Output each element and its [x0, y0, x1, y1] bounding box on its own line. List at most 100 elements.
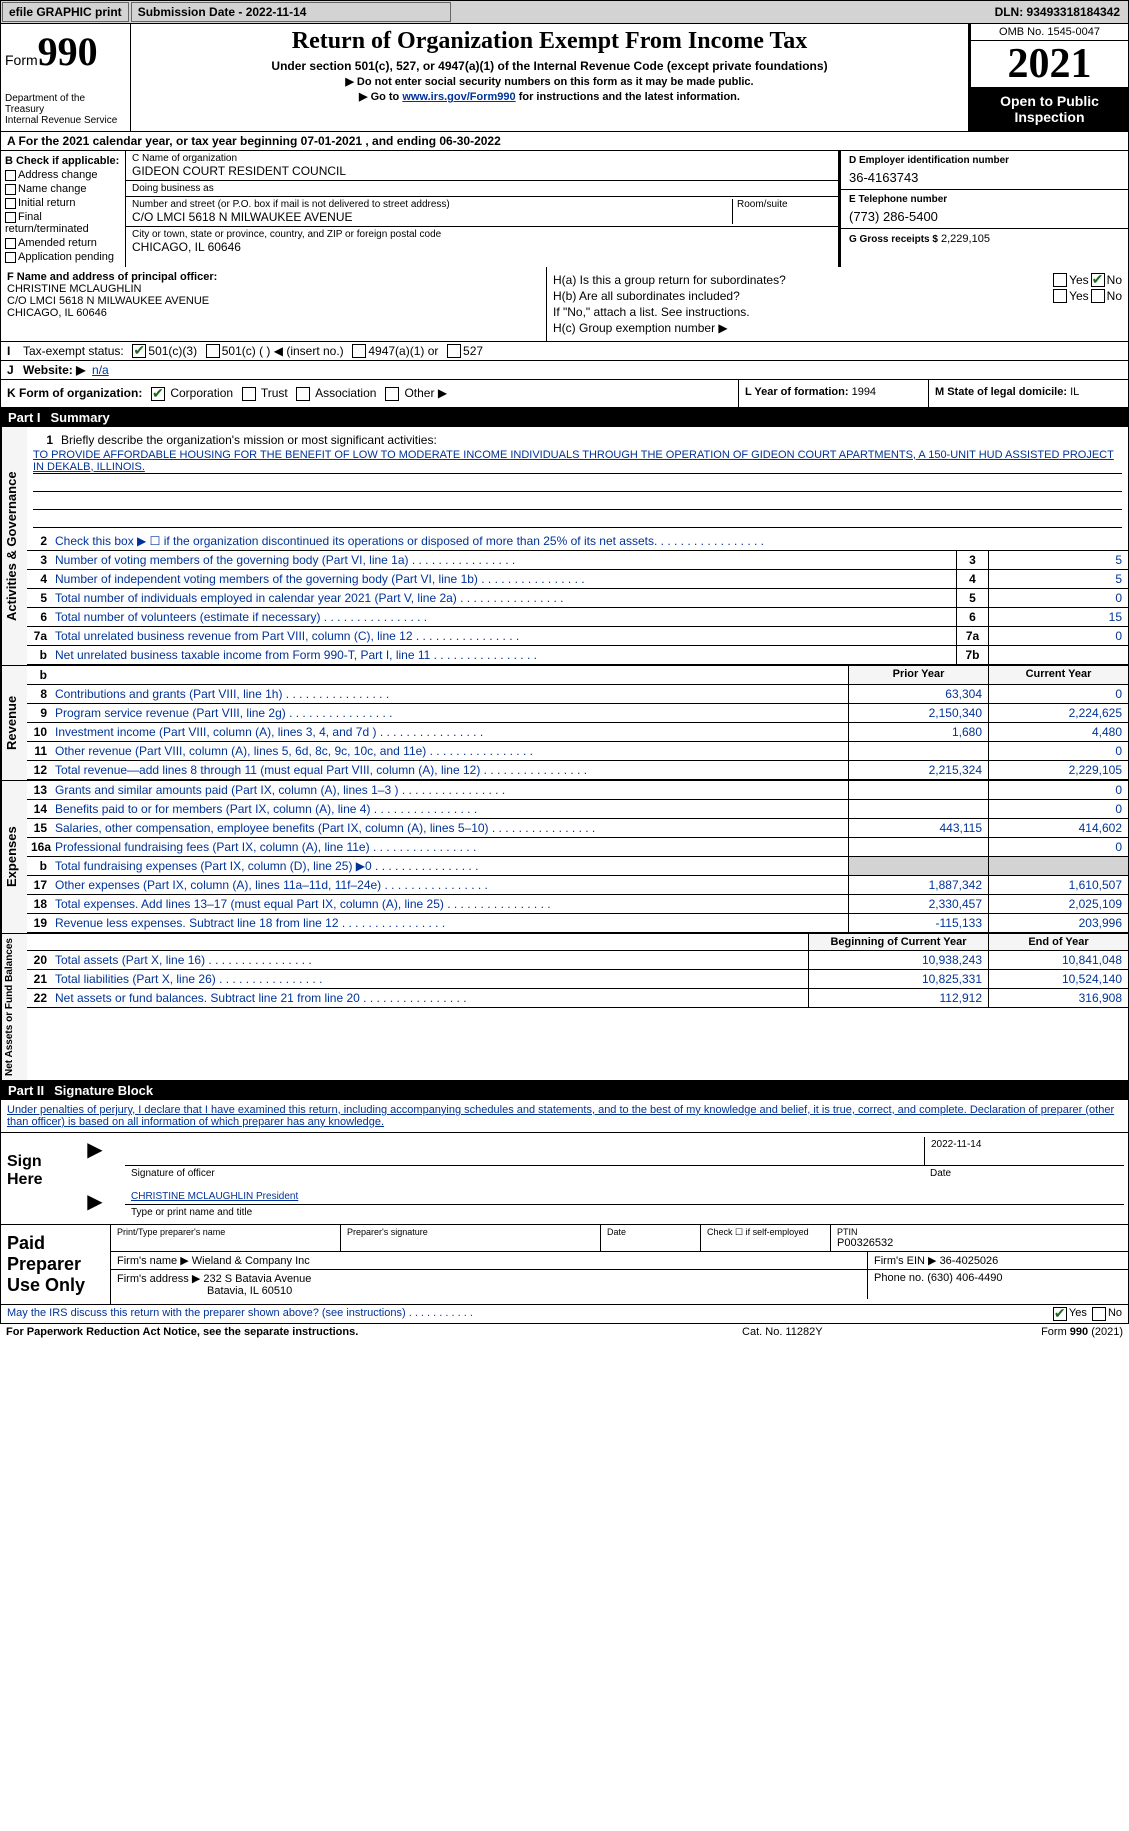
- line-val: [988, 646, 1128, 664]
- lbl-501c: 501(c) ( ) ◀ (insert no.): [222, 344, 344, 358]
- j-key: J: [7, 363, 23, 377]
- c-dba-label: Doing business as: [132, 183, 832, 194]
- table-row: 14Benefits paid to or for members (Part …: [27, 800, 1128, 819]
- vtab-governance: Activities & Governance: [1, 427, 27, 665]
- firm-addr1: 232 S Batavia Avenue: [203, 1273, 311, 1285]
- line-num: 3: [27, 551, 51, 569]
- section-f: F Name and address of principal officer:…: [1, 267, 546, 341]
- lbl-amended: Amended return: [18, 237, 97, 249]
- footer-form: Form: [1041, 1326, 1070, 1338]
- hb-no[interactable]: [1091, 289, 1105, 303]
- line-num: 16a: [27, 838, 51, 856]
- part2-header: Part II Signature Block: [0, 1081, 1129, 1100]
- chk-amended[interactable]: [5, 238, 16, 249]
- f-label: F Name and address of principal officer:: [7, 271, 540, 283]
- ha-yes[interactable]: [1053, 273, 1067, 287]
- ha-yes-lbl: Yes: [1069, 273, 1089, 287]
- chk-501c[interactable]: [206, 344, 220, 358]
- section-b: B Check if applicable: Address change Na…: [1, 151, 126, 267]
- line-desc: Other revenue (Part VIII, column (A), li…: [51, 742, 848, 760]
- omb-number: OMB No. 1545-0047: [971, 24, 1128, 41]
- chk-address-change[interactable]: [5, 170, 16, 181]
- current-val: 10,841,048: [988, 951, 1128, 969]
- table-row: 2Check this box ▶ ☐ if the organization …: [27, 532, 1128, 551]
- c-room-label: Room/suite: [737, 199, 832, 210]
- chk-527[interactable]: [447, 344, 461, 358]
- chk-trust[interactable]: [242, 387, 256, 401]
- signature-declaration: Under penalties of perjury, I declare th…: [0, 1100, 1129, 1133]
- line-num: 7a: [27, 627, 51, 645]
- line-box: 4: [956, 570, 988, 588]
- m-label: M State of legal domicile:: [935, 386, 1067, 398]
- line-num: b: [27, 857, 51, 875]
- sign-here-block: Sign Here ▶ 2022-11-14 Signature of offi…: [0, 1133, 1129, 1225]
- vtab-netassets: Net Assets or Fund Balances: [1, 934, 27, 1080]
- hb-no-lbl: No: [1107, 289, 1122, 303]
- discuss-yes[interactable]: [1053, 1307, 1067, 1321]
- part1-num: Part I: [8, 410, 51, 425]
- chk-corp[interactable]: [151, 387, 165, 401]
- current-val: 0: [988, 685, 1128, 703]
- prep-selfemp: Check ☐ if self-employed: [701, 1225, 831, 1251]
- l-label: L Year of formation:: [745, 386, 849, 398]
- table-row: 17Other expenses (Part IX, column (A), l…: [27, 876, 1128, 895]
- firm-addr2: Batavia, IL 60510: [207, 1285, 292, 1297]
- chk-final-return[interactable]: [5, 212, 16, 223]
- form-id-block: Form990 Department of the Treasury Inter…: [1, 24, 131, 131]
- note-goto-post: for instructions and the latest informat…: [516, 91, 740, 103]
- page-footer: For Paperwork Reduction Act Notice, see …: [0, 1324, 1129, 1340]
- section-j: J Website: ▶ n/a: [0, 361, 1129, 380]
- section-k: K Form of organization: Corporation Trus…: [1, 380, 738, 407]
- discuss-question: May the IRS discuss this return with the…: [7, 1307, 406, 1319]
- line-val: 15: [988, 608, 1128, 626]
- ptin-value: P00326532: [837, 1237, 893, 1249]
- discuss-no[interactable]: [1092, 1307, 1106, 1321]
- chk-501c3[interactable]: [132, 344, 146, 358]
- table-row: 11Other revenue (Part VIII, column (A), …: [27, 742, 1128, 761]
- current-val: 0: [988, 838, 1128, 856]
- governance-section: Activities & Governance 1 Briefly descri…: [0, 427, 1129, 666]
- chk-initial-return[interactable]: [5, 198, 16, 209]
- line-desc: Revenue less expenses. Subtract line 18 …: [51, 914, 848, 932]
- b-header: B Check if applicable:: [5, 155, 121, 167]
- sig-officer-label: Signature of officer: [125, 1166, 924, 1181]
- table-row: 22Net assets or fund balances. Subtract …: [27, 989, 1128, 1008]
- i-label: Tax-exempt status:: [23, 344, 124, 358]
- lbl-501c3: 501(c)(3): [148, 344, 197, 358]
- chk-app-pending[interactable]: [5, 252, 16, 263]
- chk-assoc[interactable]: [296, 387, 310, 401]
- form-number: 990: [38, 29, 98, 74]
- line-box: 7b: [956, 646, 988, 664]
- irs-link[interactable]: www.irs.gov/Form990: [402, 91, 515, 103]
- table-row: 8Contributions and grants (Part VIII, li…: [27, 685, 1128, 704]
- line-desc: Professional fundraising fees (Part IX, …: [51, 838, 848, 856]
- line-val: 5: [988, 551, 1128, 569]
- table-row: 5Total number of individuals employed in…: [27, 589, 1128, 608]
- chk-4947[interactable]: [352, 344, 366, 358]
- line-box: 5: [956, 589, 988, 607]
- line-num: 5: [27, 589, 51, 607]
- table-row: 3Number of voting members of the governi…: [27, 551, 1128, 570]
- officer-name: CHRISTINE MCLAUGHLIN: [7, 283, 540, 295]
- dln-label: DLN: 93493318184342: [995, 5, 1128, 19]
- i-key: I: [7, 344, 23, 358]
- hb-label: H(b) Are all subordinates included?: [553, 289, 1051, 303]
- line-num: 13: [27, 781, 51, 799]
- sig-date-label: Date: [924, 1166, 1124, 1181]
- lbl-address-change: Address change: [18, 169, 98, 181]
- firm-addr-label: Firm's address ▶: [117, 1273, 200, 1285]
- footer-formno: 990: [1070, 1326, 1088, 1338]
- chk-name-change[interactable]: [5, 184, 16, 195]
- line-desc: Benefits paid to or for members (Part IX…: [51, 800, 848, 818]
- prior-val: 1,887,342: [848, 876, 988, 894]
- efile-print-button[interactable]: efile GRAPHIC print: [2, 2, 129, 22]
- current-val: 316,908: [988, 989, 1128, 1007]
- ha-no[interactable]: [1091, 273, 1105, 287]
- top-bar: efile GRAPHIC print Submission Date - 20…: [0, 0, 1129, 24]
- chk-other[interactable]: [385, 387, 399, 401]
- hb-yes[interactable]: [1053, 289, 1067, 303]
- officer-signature-field[interactable]: [125, 1137, 924, 1165]
- line-num: 14: [27, 800, 51, 818]
- discuss-row: May the IRS discuss this return with the…: [0, 1305, 1129, 1324]
- line-val: 0: [988, 589, 1128, 607]
